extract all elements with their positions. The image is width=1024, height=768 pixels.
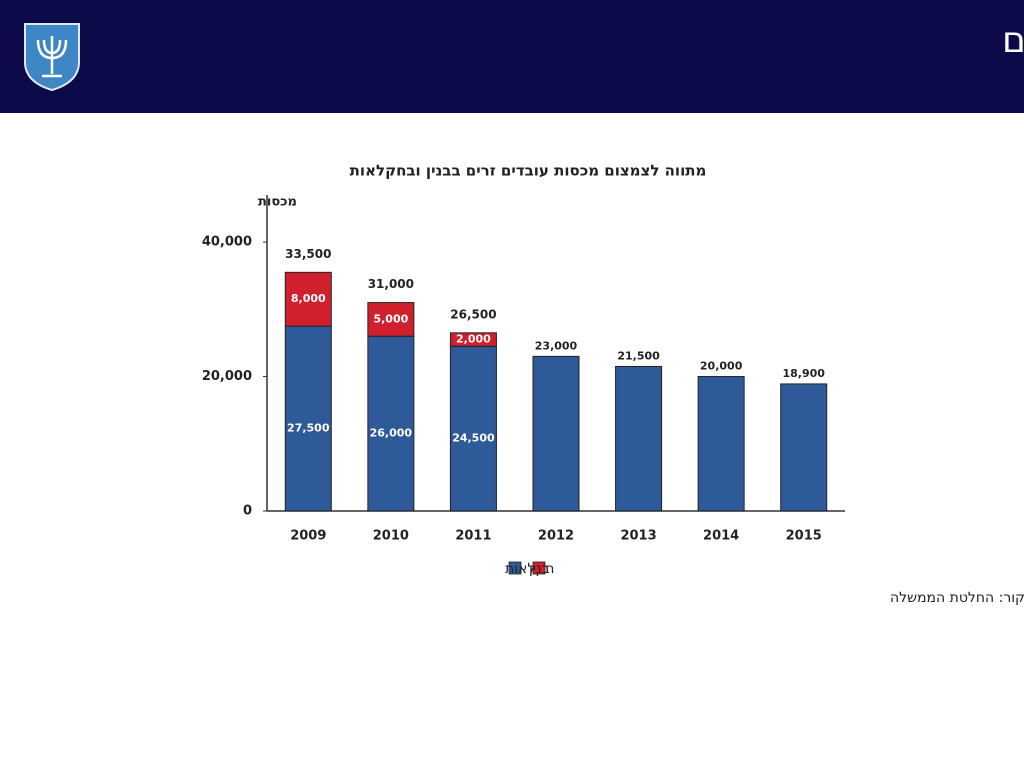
x-tick-label: 2013 <box>620 529 656 544</box>
bar-segment <box>449 332 497 347</box>
source-note: מקור: החלטת הממשלה <box>890 590 1024 606</box>
bar-segment <box>780 383 828 512</box>
value-label: 20,000 <box>700 360 743 373</box>
legend-swatch <box>532 561 546 575</box>
y-tick-label: 40,000 <box>202 235 252 250</box>
legend-label: בנין <box>529 561 550 577</box>
value-label: 2,000 <box>456 333 491 346</box>
bar-segment <box>367 335 415 512</box>
bar-segment <box>284 271 332 327</box>
total-label: 33,500 <box>285 247 331 261</box>
bar-segment <box>697 376 745 512</box>
value-label: 27,500 <box>287 422 330 435</box>
y-tick-label: 20,000 <box>202 369 252 384</box>
total-label: 31,000 <box>368 277 414 291</box>
x-tick-label: 2009 <box>290 529 326 544</box>
bar-segment <box>284 325 332 512</box>
value-label: 26,000 <box>370 427 413 440</box>
header-bar <box>0 0 1024 113</box>
value-label: 24,500 <box>452 432 495 445</box>
y-tick-label: 0 <box>243 504 252 519</box>
x-tick-label: 2011 <box>455 529 491 544</box>
emblem <box>24 23 80 92</box>
bar-segment <box>532 355 580 512</box>
x-tick-label: 2014 <box>703 529 739 544</box>
value-label: 23,000 <box>535 339 578 352</box>
bar-segment <box>449 345 497 512</box>
chart-title: מתווה לצמצום מכסות עובדים זרים בבנין ובח… <box>350 162 707 180</box>
x-tick-label: 2012 <box>538 529 574 544</box>
x-tick-label: 2010 <box>373 529 409 544</box>
x-tick-label: 2015 <box>786 529 822 544</box>
bar-segment <box>615 365 663 512</box>
legend-swatch <box>508 561 522 575</box>
total-label: 26,500 <box>450 307 496 321</box>
value-label: 8,000 <box>291 292 326 305</box>
value-label: 5,000 <box>373 312 408 325</box>
bar-segment <box>367 302 415 337</box>
value-label: 18,900 <box>782 367 825 380</box>
y-axis-label: מכסות <box>258 195 297 210</box>
value-label: 21,500 <box>617 349 660 362</box>
slide-title: צמצום מספר העובדים הזרים <box>1002 20 1024 61</box>
